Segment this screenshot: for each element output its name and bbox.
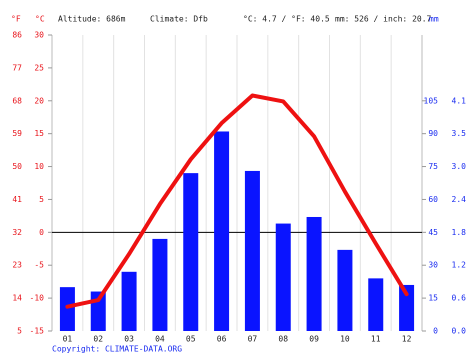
y2-tick-label-inch: 0.6 xyxy=(452,294,467,303)
x-tick-label: 01 xyxy=(63,335,73,344)
precipitation-bar xyxy=(368,278,384,331)
copyright: Copyright: CLIMATE-DATA.ORG xyxy=(52,345,182,354)
y2-tick-label-mm: 30 xyxy=(428,261,438,270)
precipitation-bar xyxy=(337,249,353,331)
altitude: Altitude: 686m xyxy=(58,15,126,24)
precipitation-bar xyxy=(275,223,291,331)
precipitation-bar xyxy=(244,170,260,331)
y-tick-label-f: 5 xyxy=(17,327,22,336)
y2-tick-label-mm: 45 xyxy=(428,228,438,237)
y-tick-label-c: 30 xyxy=(34,31,44,40)
y-tick-label-f: 41 xyxy=(12,195,22,204)
x-tick-label: 11 xyxy=(371,335,381,344)
y-tick-label-f: 68 xyxy=(12,96,22,105)
precipitation-summary: mm: 526 / inch: 20.7 xyxy=(335,15,432,24)
y-tick-label-f: 23 xyxy=(12,261,22,270)
y2-tick-label-mm: 75 xyxy=(428,162,438,171)
y-tick-label-c: 15 xyxy=(34,129,44,138)
y2-tick-label-inch: 2.4 xyxy=(452,195,467,204)
x-tick-label: 12 xyxy=(402,335,412,344)
x-tick-label: 03 xyxy=(124,335,134,344)
temperature-summary: °C: 4.7 / °F: 40.5 xyxy=(243,15,330,24)
precipitation-bar xyxy=(59,287,75,331)
y-tick-label-f: 77 xyxy=(12,63,22,72)
y2-tick-label-inch: 4.1 xyxy=(452,96,467,105)
y2-tick-label-mm: 15 xyxy=(428,294,438,303)
x-tick-label: 02 xyxy=(93,335,103,344)
precipitation-bar xyxy=(152,238,168,331)
precipitation-bar xyxy=(183,173,199,331)
y-tick-label-f: 14 xyxy=(12,294,22,303)
unit-mm: mm xyxy=(429,15,439,24)
y2-tick-label-mm: 105 xyxy=(424,96,439,105)
y-tick-label-c: 10 xyxy=(34,162,44,171)
precipitation-bar xyxy=(399,284,415,331)
y-tick-label-c: -10 xyxy=(30,294,45,303)
y-tick-label-c: 20 xyxy=(34,96,44,105)
precipitation-bar xyxy=(306,216,322,331)
climate: Climate: Dfb xyxy=(150,15,208,24)
unit-f: °F xyxy=(11,15,21,24)
x-tick-label: 10 xyxy=(340,335,350,344)
y-tick-label-c: 0 xyxy=(39,228,44,237)
precipitation-bar xyxy=(121,271,137,331)
x-tick-label: 08 xyxy=(278,335,288,344)
y2-tick-label-inch: 3.0 xyxy=(452,162,467,171)
y-tick-label-c: 5 xyxy=(39,195,44,204)
y2-tick-label-mm: 60 xyxy=(428,195,438,204)
y-tick-label-c: 25 xyxy=(34,63,44,72)
y2-tick-label-mm: 90 xyxy=(428,129,438,138)
x-tick-label: 06 xyxy=(217,335,227,344)
x-tick-label: 04 xyxy=(155,335,165,344)
x-tick-label: 09 xyxy=(309,335,319,344)
y2-tick-label-inch: 1.8 xyxy=(452,228,467,237)
x-tick-label: 05 xyxy=(186,335,196,344)
y-tick-label-f: 50 xyxy=(12,162,22,171)
x-tick-label: 07 xyxy=(248,335,258,344)
y2-tick-label-inch: 3.5 xyxy=(452,129,467,138)
unit-c: °C xyxy=(35,15,45,24)
y2-tick-label-inch: 1.2 xyxy=(452,261,467,270)
y-tick-label-f: 59 xyxy=(12,129,22,138)
y-tick-label-c: -5 xyxy=(34,261,44,270)
y-tick-label-f: 86 xyxy=(12,31,22,40)
y2-tick-label-mm: 0 xyxy=(433,327,438,336)
precipitation-bar xyxy=(214,131,230,331)
y-tick-label-c: -15 xyxy=(30,327,45,336)
y2-tick-label-inch: 0.0 xyxy=(452,327,467,336)
temperature-line xyxy=(65,93,409,309)
y-tick-label-f: 32 xyxy=(12,228,22,237)
